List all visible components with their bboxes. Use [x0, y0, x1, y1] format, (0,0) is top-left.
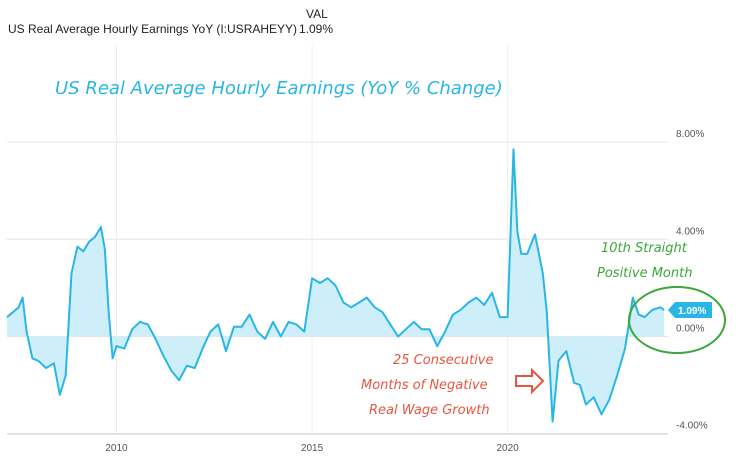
- x-tick-label: 2015: [301, 443, 324, 454]
- y-tick-label: 0.00%: [676, 324, 704, 335]
- red-arrow-icon: [515, 367, 545, 395]
- series-line: [6, 148, 665, 423]
- y-tick-label: 8.00%: [676, 129, 704, 140]
- highlight-ellipse: [628, 286, 726, 354]
- x-tick-label: 2020: [497, 443, 520, 454]
- last-value-badge: [668, 302, 712, 319]
- series-area: [7, 149, 665, 422]
- series-name: US Real Average Hourly Earnings YoY (I:U…: [8, 22, 298, 36]
- grid: [7, 45, 668, 435]
- value-column-label: VAL: [306, 7, 328, 21]
- current-value: 1.09%: [299, 22, 334, 36]
- annotation-green-line-2: Positive Month: [597, 266, 692, 281]
- y-tick-label: -4.00%: [676, 421, 708, 432]
- chart-title: US Real Average Hourly Earnings (YoY % C…: [55, 78, 503, 99]
- x-tick-label: 2010: [105, 443, 128, 454]
- annotation-red-line-2: Months of Negative: [361, 378, 488, 393]
- annotation-green-line-1: 10th Straight: [601, 241, 688, 256]
- y-tick-label: 4.00%: [676, 226, 704, 237]
- y-axis-ticks: 8.00% 4.00% 0.00% -4.00%: [676, 129, 708, 432]
- x-axis-ticks: 2010 2015 2020: [105, 443, 519, 454]
- last-value-label: 1.09%: [678, 306, 706, 317]
- annotation-red-line-1: 25 Consecutive: [393, 353, 494, 368]
- annotation-red-line-3: Real Wage Growth: [369, 403, 490, 418]
